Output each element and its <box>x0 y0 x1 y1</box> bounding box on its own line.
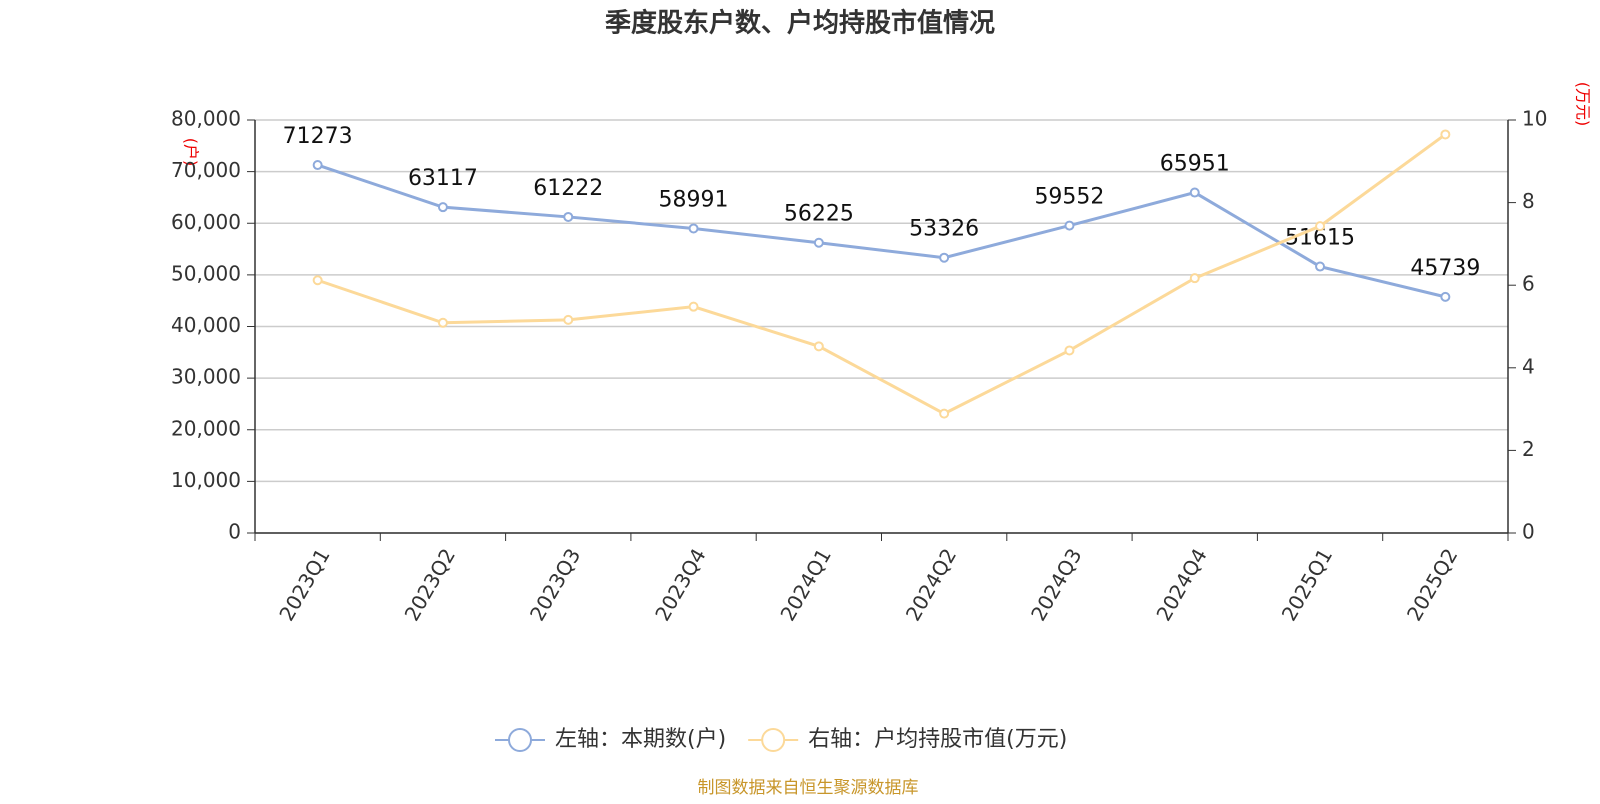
source-note: 制图数据来自恒生聚源数据库 <box>698 778 919 798</box>
data-point <box>312 275 323 286</box>
y2-axis-unit: (万元) <box>1574 82 1593 127</box>
y2-tick-label: 2 <box>1522 437 1535 461</box>
data-label: 53326 <box>909 217 979 242</box>
data-point <box>563 211 574 222</box>
data-point <box>1189 187 1200 198</box>
data-point <box>939 408 950 419</box>
series-line <box>317 133 1447 416</box>
x-tick-label: 2024Q3 <box>1026 544 1086 625</box>
y-tick-label: 40,000 <box>171 313 241 337</box>
y2-tick-label: 4 <box>1522 354 1535 378</box>
data-label: 61222 <box>533 176 603 201</box>
y-tick-label: 70,000 <box>171 158 241 182</box>
x-tick-label: 2025Q2 <box>1402 544 1462 625</box>
y-tick-label: 60,000 <box>171 210 241 234</box>
y-axis-unit: (户) <box>182 138 201 167</box>
data-point <box>813 341 824 352</box>
data-point <box>1064 345 1075 356</box>
x-tick-label: 2024Q4 <box>1151 544 1211 625</box>
x-tick-label: 2023Q4 <box>650 544 710 625</box>
x-tick-label: 2023Q1 <box>274 544 334 625</box>
y2-tick-label: 10 <box>1522 107 1547 131</box>
x-tick-label: 2023Q2 <box>400 544 460 625</box>
y-tick-label: 50,000 <box>171 261 241 285</box>
data-label: 58991 <box>659 187 729 212</box>
data-point <box>563 314 574 325</box>
data-label: 45739 <box>1410 256 1480 281</box>
data-point <box>688 301 699 312</box>
y-tick-label: 0 <box>228 520 241 544</box>
legend-marker[interactable] <box>508 728 532 752</box>
data-label: 65951 <box>1160 152 1230 177</box>
data-point <box>437 202 448 213</box>
data-point <box>1064 220 1075 231</box>
data-point <box>939 252 950 263</box>
data-label: 56225 <box>784 202 854 227</box>
data-label: 71273 <box>283 124 353 149</box>
y2-tick-label: 6 <box>1522 272 1535 296</box>
data-label: 63117 <box>408 166 478 191</box>
x-tick-label: 2025Q1 <box>1277 544 1337 625</box>
x-tick-label: 2024Q2 <box>901 544 961 625</box>
data-point <box>688 223 699 234</box>
chart-title: 季度股东户数、户均持股市值情况 <box>605 8 995 39</box>
data-point <box>437 317 448 328</box>
data-point <box>1315 261 1326 272</box>
series-line <box>317 163 1446 299</box>
y-tick-label: 20,000 <box>171 416 241 440</box>
data-label: 59552 <box>1034 185 1104 210</box>
x-tick-label: 2023Q3 <box>525 544 585 625</box>
x-tick-label: 2024Q1 <box>775 544 835 625</box>
data-point <box>1189 273 1200 284</box>
data-point <box>1440 291 1451 302</box>
data-point <box>1440 129 1451 140</box>
data-point <box>1315 221 1326 232</box>
legend-label[interactable]: 左轴：本期数(户) <box>555 727 726 752</box>
y-tick-label: 10,000 <box>171 468 241 492</box>
legend-marker[interactable] <box>761 728 786 752</box>
data-point <box>813 237 824 248</box>
y-tick-label: 80,000 <box>171 107 241 131</box>
y2-tick-label: 0 <box>1522 520 1535 544</box>
data-point <box>312 160 323 171</box>
y-tick-label: 30,000 <box>171 365 241 389</box>
y2-tick-label: 8 <box>1522 189 1535 213</box>
legend-label[interactable]: 右轴：户均持股市值(万元) <box>808 727 1067 752</box>
